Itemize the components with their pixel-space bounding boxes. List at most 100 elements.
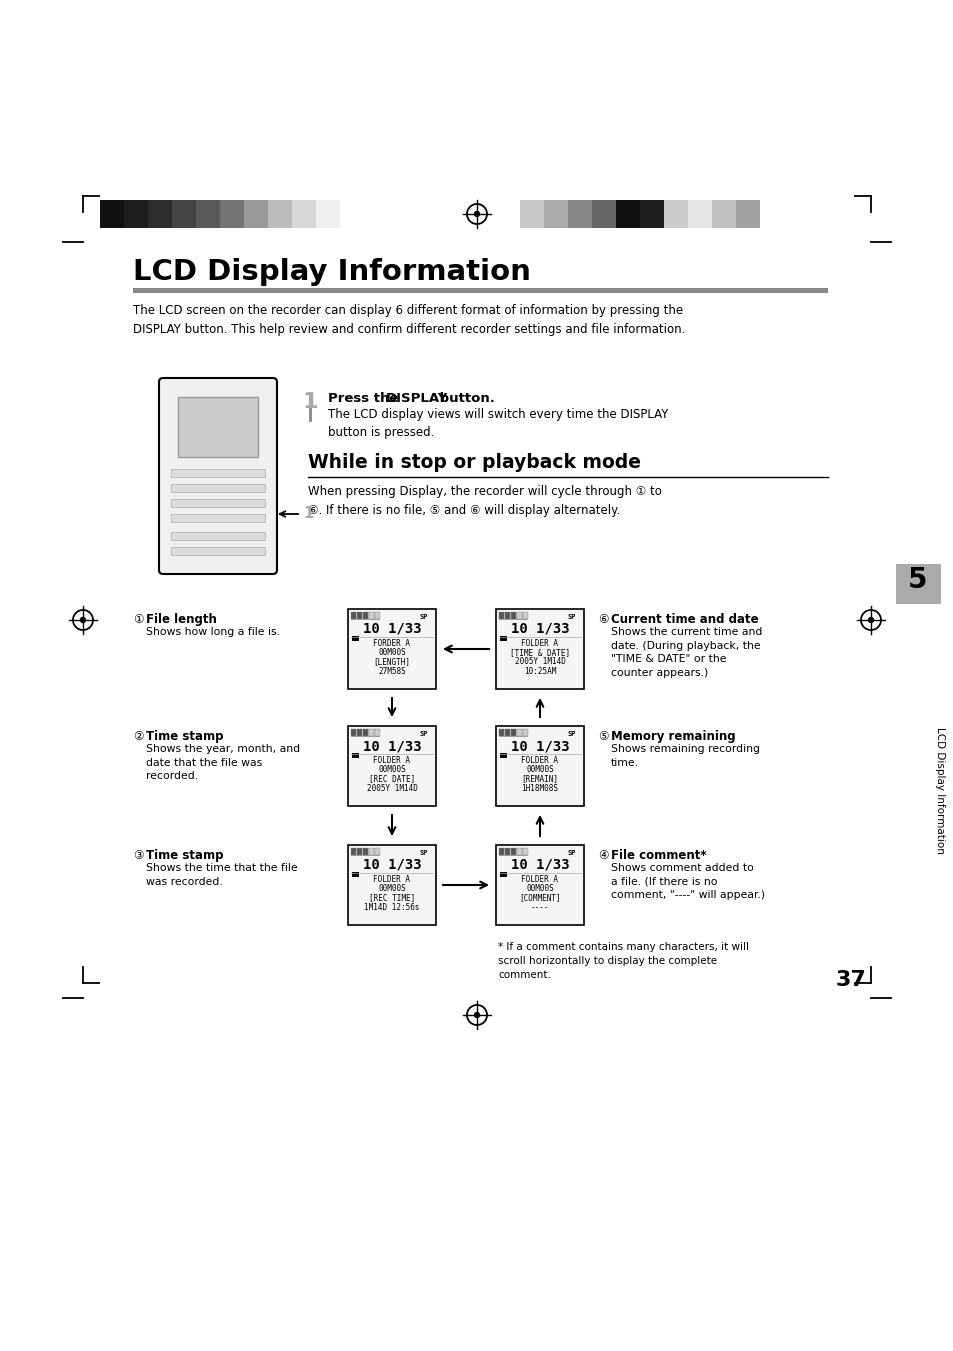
Bar (498, 730, 526, 736)
Text: 00M00S: 00M00S (525, 884, 554, 893)
Bar (517, 612, 521, 619)
Text: ③: ③ (132, 848, 143, 862)
Text: 37: 37 (835, 970, 866, 990)
Text: 27M58S: 27M58S (377, 667, 405, 676)
Bar (292, 200, 315, 228)
FancyBboxPatch shape (348, 609, 436, 689)
Text: 00M00S: 00M00S (377, 884, 405, 893)
Bar (499, 636, 506, 640)
FancyBboxPatch shape (348, 725, 436, 807)
Text: FOLDER A: FOLDER A (374, 757, 410, 765)
Text: SP: SP (419, 731, 428, 738)
Bar (351, 730, 378, 736)
Text: SP: SP (419, 850, 428, 857)
Bar (132, 288, 827, 293)
Bar (504, 730, 510, 736)
Text: 10 1/33: 10 1/33 (362, 739, 421, 753)
Text: * If a comment contains many characters, it will
scroll horizontally to display : * If a comment contains many characters,… (497, 942, 748, 979)
Bar (244, 200, 268, 228)
Bar (504, 848, 510, 855)
Bar (592, 200, 616, 228)
Bar (498, 848, 526, 855)
Text: 00M00S: 00M00S (377, 765, 405, 774)
Text: While in stop or playback mode: While in stop or playback mode (308, 453, 640, 471)
Bar (369, 730, 374, 736)
Text: [REC DATE]: [REC DATE] (369, 774, 415, 784)
Text: ①: ① (132, 613, 143, 626)
Text: Time stamp: Time stamp (146, 730, 223, 743)
Text: [TIME & DATE]: [TIME & DATE] (510, 648, 570, 657)
Text: LCD Display Information: LCD Display Information (934, 727, 944, 854)
Text: ----: ---- (530, 902, 549, 912)
Bar (639, 200, 663, 228)
Circle shape (474, 1012, 479, 1017)
Text: [COMMENT]: [COMMENT] (518, 893, 560, 902)
Text: FOLDER A: FOLDER A (521, 757, 558, 765)
Text: ⑥: ⑥ (598, 613, 608, 626)
Bar (375, 848, 379, 855)
Text: Press the: Press the (328, 392, 402, 405)
Text: 10 1/33: 10 1/33 (362, 621, 421, 636)
Bar (369, 848, 374, 855)
Bar (171, 547, 265, 555)
Bar (522, 730, 527, 736)
FancyBboxPatch shape (496, 609, 583, 689)
Bar (171, 513, 265, 521)
Text: Time stamp: Time stamp (146, 848, 223, 862)
Text: 2005Y 1M14D: 2005Y 1M14D (514, 657, 565, 666)
Bar (356, 848, 361, 855)
Text: SP: SP (567, 613, 576, 620)
Text: ②: ② (132, 730, 143, 743)
Bar (363, 848, 368, 855)
Text: FOLDER A: FOLDER A (374, 875, 410, 884)
Text: Shows the year, month, and
date that the file was
recorded.: Shows the year, month, and date that the… (146, 744, 300, 781)
Bar (499, 871, 506, 877)
Text: Shows the time that the file
was recorded.: Shows the time that the file was recorde… (146, 863, 297, 886)
Text: DISPLAY: DISPLAY (386, 392, 448, 405)
Text: 00M00S: 00M00S (377, 648, 405, 657)
Bar (711, 200, 735, 228)
Bar (351, 612, 378, 619)
Text: button.: button. (435, 392, 495, 405)
Bar (352, 871, 358, 877)
Bar (171, 499, 265, 507)
Bar (663, 200, 687, 228)
Text: Shows remaining recording
time.: Shows remaining recording time. (610, 744, 760, 767)
Bar (171, 469, 265, 477)
Text: 10 1/33: 10 1/33 (362, 858, 421, 871)
Bar (517, 730, 521, 736)
Bar (517, 848, 521, 855)
Text: 1M14D 12:56s: 1M14D 12:56s (364, 902, 419, 912)
Text: Shows comment added to
a file. (If there is no
comment, "----" will appear.): Shows comment added to a file. (If there… (610, 863, 764, 900)
Bar (195, 200, 220, 228)
Bar (356, 612, 361, 619)
Bar (616, 200, 639, 228)
Bar (687, 200, 711, 228)
Bar (363, 730, 368, 736)
Text: LCD Display Information: LCD Display Information (132, 258, 530, 286)
Bar (543, 200, 567, 228)
Bar (356, 730, 361, 736)
Bar (100, 200, 124, 228)
Bar (498, 848, 503, 855)
Text: SP: SP (567, 850, 576, 857)
Bar (172, 200, 195, 228)
Bar (148, 200, 172, 228)
Bar (171, 484, 265, 492)
Bar (351, 730, 355, 736)
Bar (522, 612, 527, 619)
Bar (268, 200, 292, 228)
Text: 00M00S: 00M00S (525, 765, 554, 774)
Text: The LCD display views will switch every time the DISPLAY
button is pressed.: The LCD display views will switch every … (328, 408, 668, 439)
FancyBboxPatch shape (159, 378, 276, 574)
Text: 10 1/33: 10 1/33 (510, 621, 569, 636)
Text: SP: SP (567, 731, 576, 738)
FancyBboxPatch shape (348, 844, 436, 925)
Text: File comment*: File comment* (610, 848, 706, 862)
Bar (171, 532, 265, 540)
Bar (351, 848, 355, 855)
Bar (220, 200, 244, 228)
Bar (511, 848, 516, 855)
Text: 1H18M08S: 1H18M08S (521, 784, 558, 793)
Bar (124, 200, 148, 228)
